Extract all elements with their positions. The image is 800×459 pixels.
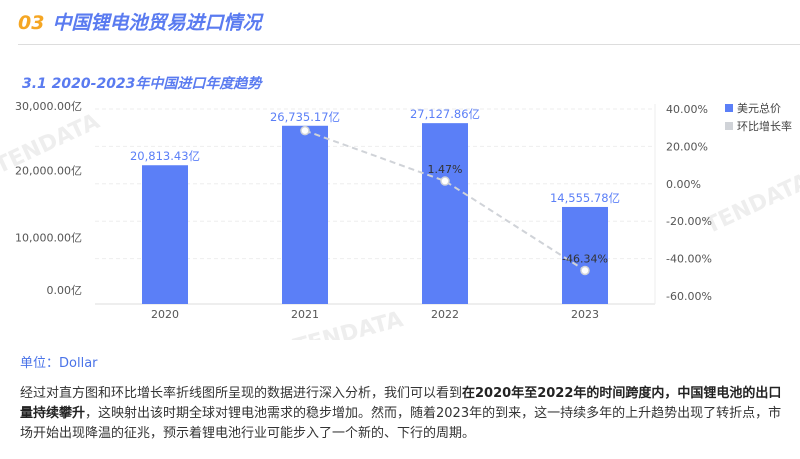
right-axis-tick: 20.00%	[666, 140, 708, 153]
para-bold: 在2020年至2022年的时间跨度内，中国锂电池的出口量持续攀升	[20, 386, 782, 421]
growth-point	[300, 125, 310, 136]
right-axis-tick: 40.00%	[666, 103, 708, 116]
left-axis-tick: 0.00亿	[47, 284, 83, 297]
bar-label: 20,813.43亿	[130, 149, 200, 163]
right-axis-tick: -20.00%	[666, 215, 712, 228]
x-axis-tick: 2022	[431, 308, 459, 321]
divider	[18, 44, 800, 45]
bar	[282, 125, 328, 304]
bar-label: 14,555.78亿	[550, 191, 620, 205]
para-text: 经过对直方图和环比增长率折线图所呈现的数据进行深入分析，我们可以看到	[20, 386, 463, 401]
chart-subtitle: 3.1 2020-2023年中国进口年度趋势	[22, 76, 262, 92]
legend-label: 环比增长率	[737, 119, 792, 133]
x-axis-tick: 2020	[151, 308, 179, 321]
bar-label: 27,127.86亿	[410, 107, 480, 121]
bar	[562, 206, 608, 304]
legend-swatch-line	[725, 122, 733, 130]
growth-label: -46.34%	[562, 252, 608, 265]
growth-label: 1.47%	[428, 163, 463, 176]
section-number: 03	[18, 12, 45, 34]
para-text: ，这映射出该时期全球对锂电池需求的稳步增加。然而，随着2023年的到来，这一持续…	[20, 406, 782, 441]
watermark: TENDATA	[701, 169, 800, 239]
left-axis-tick: 10,000.00亿	[15, 231, 82, 244]
legend-swatch-bar	[725, 104, 733, 112]
legend-label: 美元总价	[737, 101, 781, 115]
section-title-text: 中国锂电池贸易进口情况	[52, 12, 262, 34]
right-axis-tick: -60.00%	[666, 290, 712, 303]
bar	[422, 123, 468, 304]
right-axis-tick: 0.00%	[666, 178, 701, 191]
left-axis-tick: 30,000.00亿	[15, 100, 82, 113]
bar-label: 26,735.17亿	[270, 110, 340, 124]
x-axis-tick: 2023	[571, 308, 599, 321]
right-axis-tick: -40.00%	[666, 253, 712, 266]
growth-point	[580, 265, 590, 276]
bar	[142, 165, 188, 304]
unit-label: 单位：Dollar	[20, 356, 98, 371]
left-axis-tick: 20,000.00亿	[15, 165, 82, 178]
section-title: 03 中国锂电池贸易进口情况	[18, 8, 261, 35]
growth-point	[440, 176, 450, 186]
x-axis-tick: 2021	[291, 308, 319, 321]
chart: TENDATATENDATATENDATA0.00亿10,000.00亿20,0…	[0, 100, 800, 340]
analysis-paragraph: 经过对直方图和环比增长率折线图所呈现的数据进行深入分析，我们可以看到在2020年…	[20, 384, 790, 444]
